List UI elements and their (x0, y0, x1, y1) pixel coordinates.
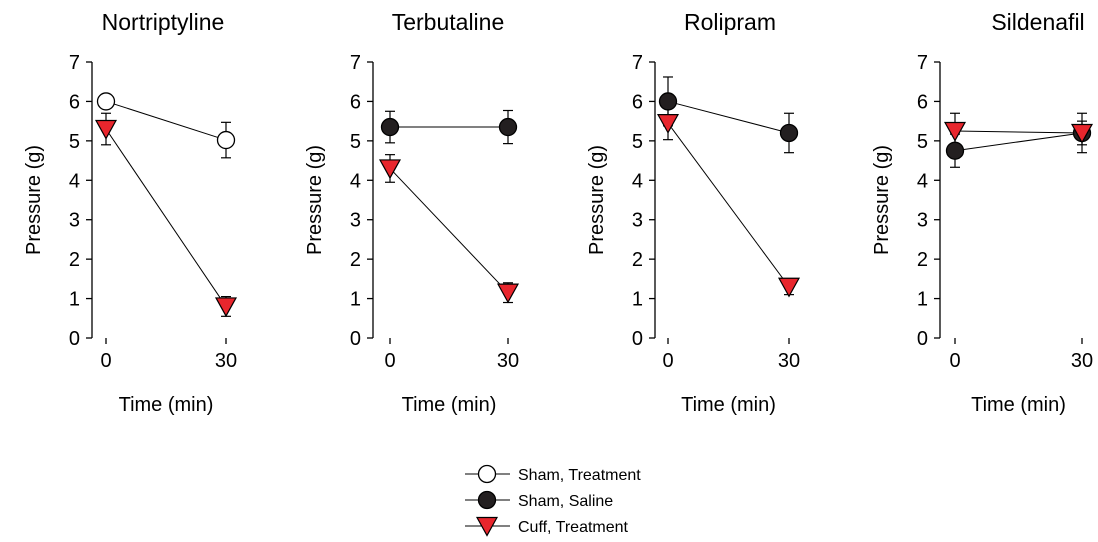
x-tick-label: 30 (778, 350, 800, 372)
series-line (105, 100, 227, 141)
y-tick-label: 0 (69, 328, 80, 350)
x-tick-label: 0 (384, 350, 395, 372)
x-tick-label: 0 (662, 350, 673, 372)
panel-title: Sildenafil (991, 9, 1084, 35)
x-tick-label: 0 (100, 350, 111, 372)
y-tick-label: 7 (917, 52, 928, 74)
y-tick-label: 4 (632, 170, 643, 192)
x-axis-label: Time (min) (402, 394, 497, 416)
y-tick-label: 3 (350, 210, 361, 232)
legend-marker-down-triangle (475, 516, 499, 537)
panel-title: Terbutaline (392, 9, 505, 35)
series-line (954, 130, 1083, 134)
y-tick-label: 2 (632, 249, 643, 271)
y-tick-label: 5 (350, 131, 361, 153)
data-point (216, 130, 236, 150)
y-tick-label: 3 (632, 210, 643, 232)
y-tick-label: 6 (917, 91, 928, 113)
y-tick-label: 2 (69, 249, 80, 271)
series-line (667, 100, 790, 134)
data-point (94, 119, 118, 140)
data-point (777, 277, 801, 298)
y-tick-label: 1 (632, 289, 643, 311)
legend-label: Sham, Saline (518, 493, 613, 510)
legend: Sham, Treatment Sham, Saline Cuff, Treatme… (465, 464, 641, 537)
y-tick-label: 4 (917, 170, 928, 192)
data-point (496, 283, 520, 304)
x-tick-label: 30 (1071, 350, 1093, 372)
data-point (658, 92, 678, 111)
x-tick-label: 30 (215, 350, 237, 372)
series-line (105, 128, 227, 307)
y-tick-label: 1 (350, 289, 361, 311)
data-point (779, 123, 799, 143)
y-tick-label: 4 (350, 170, 361, 192)
data-point (943, 121, 967, 142)
data-point (498, 117, 518, 137)
data-point (380, 117, 400, 137)
x-axis-label: Time (min) (681, 394, 776, 416)
y-tick-label: 7 (350, 52, 361, 74)
data-point (96, 92, 116, 111)
y-axis-label: Pressure (g) (871, 145, 893, 255)
y-tick-label: 7 (632, 52, 643, 74)
series-line (667, 122, 790, 288)
legend-label: Sham, Treatment (518, 467, 641, 484)
y-tick-label: 5 (917, 131, 928, 153)
y-tick-label: 2 (350, 249, 361, 271)
series-line (389, 168, 509, 294)
y-tick-label: 7 (69, 52, 80, 74)
legend-marker-filled-circle (477, 490, 497, 510)
x-axis-label: Time (min) (971, 394, 1066, 416)
y-tick-label: 0 (917, 328, 928, 350)
y-tick-label: 0 (632, 328, 643, 350)
y-axis-label: Pressure (g) (304, 145, 326, 255)
series-line (954, 132, 1083, 152)
y-axis-label: Pressure (g) (586, 145, 608, 255)
y-tick-label: 3 (69, 210, 80, 232)
y-tick-label: 5 (69, 131, 80, 153)
panel-title: Rolipram (684, 9, 776, 35)
y-tick-label: 5 (632, 131, 643, 153)
y-axis-label: Pressure (g) (23, 145, 45, 255)
y-tick-label: 6 (69, 91, 80, 113)
legend-marker-open-circle (477, 464, 497, 484)
y-tick-label: 4 (69, 170, 80, 192)
y-tick-label: 1 (69, 289, 80, 311)
x-tick-label: 0 (949, 350, 960, 372)
x-tick-label: 30 (497, 350, 519, 372)
y-tick-label: 0 (350, 328, 361, 350)
y-tick-label: 2 (917, 249, 928, 271)
data-point (1070, 123, 1094, 144)
y-tick-label: 6 (350, 91, 361, 113)
x-axis-label: Time (min) (119, 394, 214, 416)
legend-label: Cuff, Treatment (518, 519, 629, 536)
panel-title: Nortriptyline (102, 9, 225, 35)
y-tick-label: 6 (632, 91, 643, 113)
data-point (378, 159, 402, 180)
data-point (945, 141, 965, 160)
data-point (214, 297, 238, 318)
panel-nortriptyline: Nortriptyline 0 1 2 3 4 5 6 7 Pressure (g) 0 30Time… (23, 9, 237, 416)
y-tick-label: 1 (917, 289, 928, 311)
y-tick-label: 3 (917, 210, 928, 232)
data-point (656, 114, 680, 134)
